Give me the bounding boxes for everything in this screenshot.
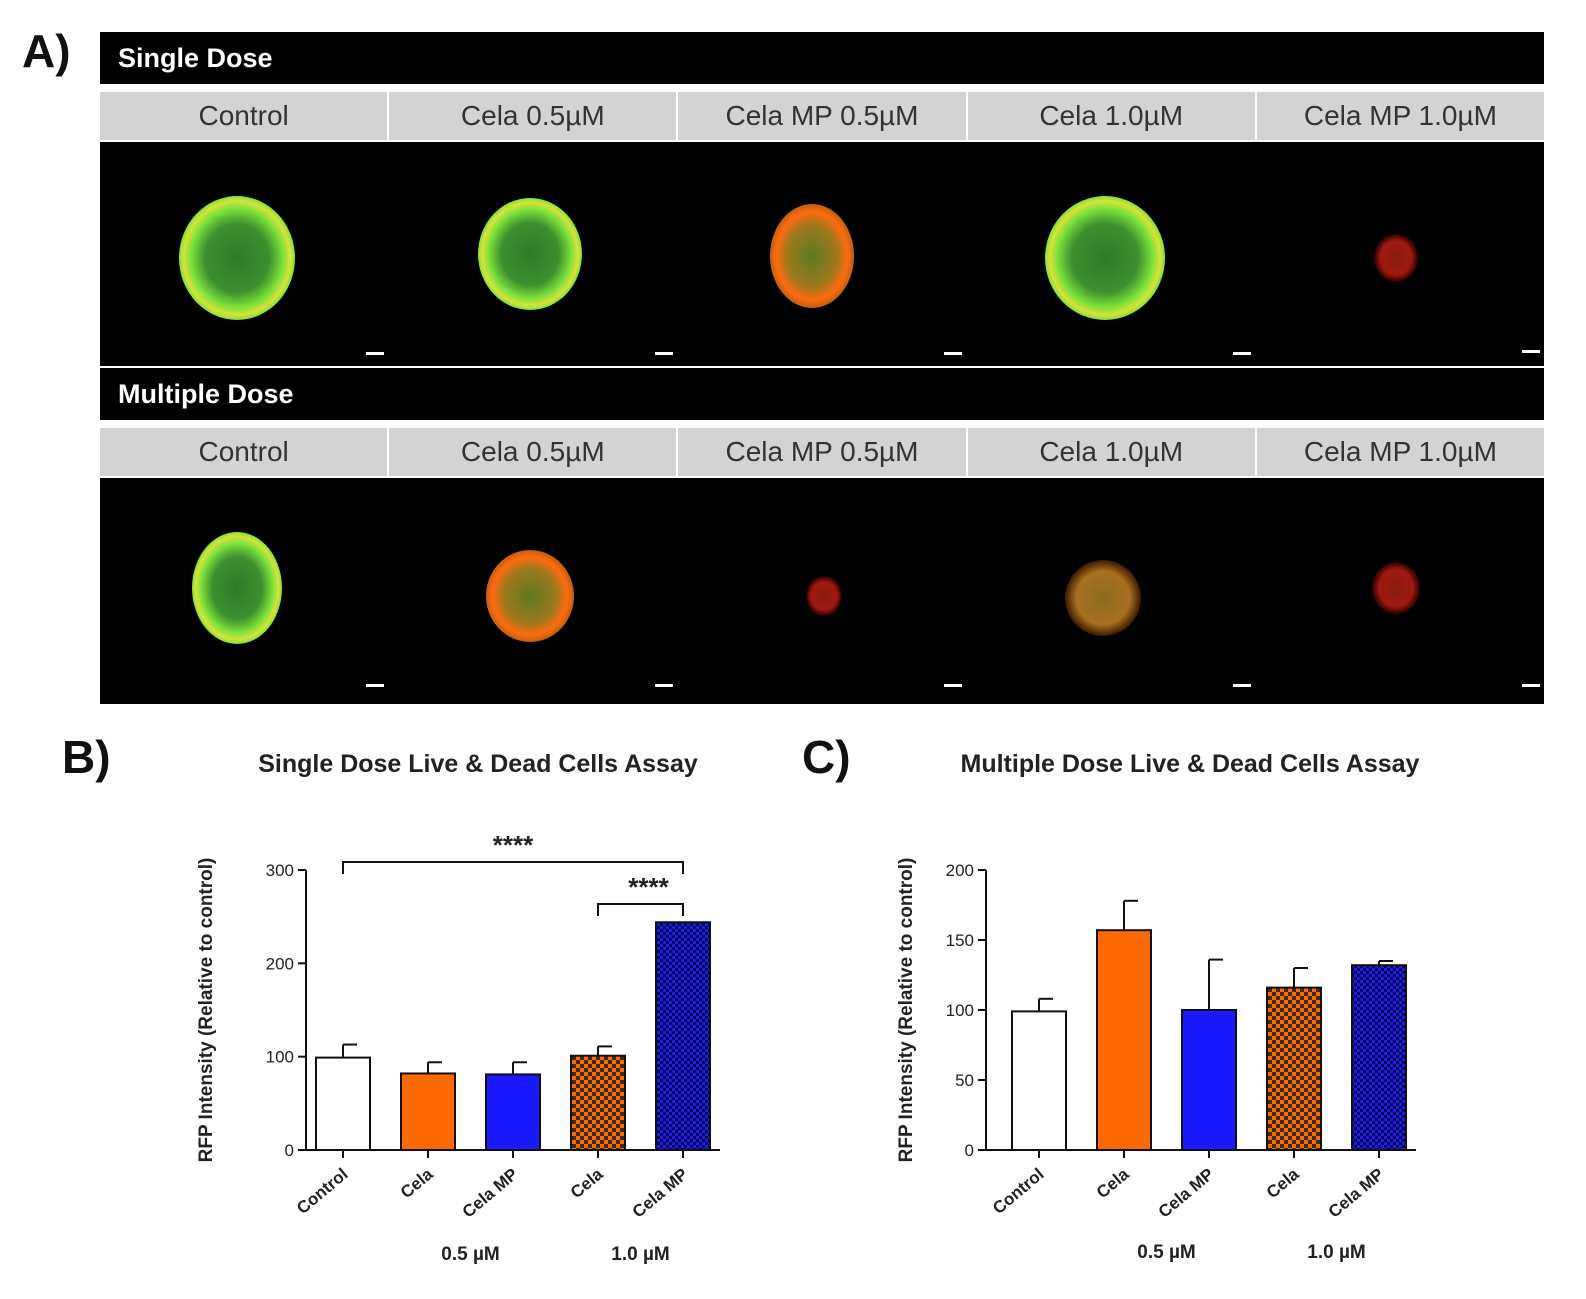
bar [570, 1054, 626, 1152]
x-tick-label: Cela MP [1155, 1165, 1218, 1222]
significance-bracket [342, 861, 684, 874]
x-tick-label: Control [293, 1165, 352, 1218]
multiple-dose-chart-svg: Multiple Dose Live & Dead Cells Assay 0 50… [896, 750, 1420, 1263]
x-tick-label: Cela [1093, 1164, 1133, 1202]
multiple-dose-band: Multiple Dose [100, 368, 1544, 420]
multiple-col-header: Cela MP 1.0µM [1256, 428, 1545, 476]
x-tick-label: Control [989, 1165, 1048, 1218]
bar [315, 1056, 371, 1152]
single-col-header: Cela 1.0µM [967, 92, 1257, 140]
y-tick-label: 50 [955, 1071, 974, 1090]
y-axis-label: RFP Intensity (Relative to control) [896, 858, 917, 1163]
y-tick-label: 100 [266, 1048, 294, 1067]
multiple-dose-title: Multiple Dose [118, 379, 294, 409]
y-tick-label: 100 [946, 1001, 974, 1020]
bar [1181, 1009, 1237, 1151]
scale-bar [944, 352, 962, 355]
bar [655, 921, 711, 1151]
single-dose-header-row: Control Cela 0.5µM Cela MP 0.5µM Cela 1.… [100, 92, 1545, 140]
chart-title: Multiple Dose Live & Dead Cells Assay [961, 750, 1420, 778]
x-tick-label: Cela [567, 1164, 607, 1202]
single-dose-micrographs [179, 196, 1540, 355]
multiple-dose-image-strip [100, 478, 1544, 704]
scale-bar [366, 352, 384, 355]
scale-bar [655, 684, 673, 687]
scale-bar [1233, 352, 1251, 355]
multiple-dose-header-row: Control Cela 0.5µM Cela MP 0.5µM Cela 1.… [100, 428, 1545, 476]
single-col-header: Cela MP 0.5µM [678, 92, 968, 140]
spheroid [1374, 234, 1418, 282]
scale-bar [1522, 684, 1540, 687]
single-col-header: Control [100, 92, 390, 140]
x-tick-label: Cela MP [1325, 1165, 1388, 1222]
x-tick-label: Cela [397, 1164, 437, 1202]
scale-bar [366, 684, 384, 687]
spheroid [179, 196, 295, 320]
concentration-label: 1.0 µM [1307, 1242, 1365, 1263]
spheroid [486, 550, 574, 642]
x-tick-label: Cela MP [459, 1165, 522, 1222]
bar [1351, 964, 1407, 1151]
multiple-dose-chart: Multiple Dose Live & Dead Cells Assay 0 50… [880, 740, 1460, 1280]
single-dose-image-strip [100, 142, 1544, 366]
y-tick-label: 0 [965, 1141, 974, 1160]
bar [485, 1073, 541, 1151]
multiple-col-header: Cela 0.5µM [389, 428, 679, 476]
single-col-header: Cela 0.5µM [389, 92, 679, 140]
chart-title: Single Dose Live & Dead Cells Assay [258, 750, 698, 778]
y-tick-label: 200 [946, 861, 974, 880]
significance-bracket [597, 903, 684, 916]
spheroid [806, 576, 842, 616]
spheroid [1045, 196, 1165, 320]
single-col-header: Cela MP 1.0µM [1256, 92, 1545, 140]
bar [1011, 1010, 1067, 1151]
y-tick-label: 300 [266, 861, 294, 880]
x-tick-label: Cela MP [629, 1165, 692, 1222]
multiple-col-header: Control [100, 428, 390, 476]
single-dose-chart-svg: Single Dose Live & Dead Cells Assay 0 100 2… [196, 750, 720, 1265]
significance-label: **** [493, 830, 534, 860]
multiple-col-header: Cela 1.0µM [967, 428, 1257, 476]
panel-c-label: C) [802, 731, 851, 783]
scale-bar [1522, 350, 1540, 353]
concentration-label: 0.5 µM [441, 1244, 499, 1265]
x-tick-label: Cela [1263, 1164, 1303, 1202]
spheroid [1372, 562, 1420, 614]
multiple-dose-micrographs [192, 532, 1540, 687]
significance-label: **** [628, 872, 669, 902]
panel-a-label: A) [22, 25, 71, 77]
y-tick-label: 200 [266, 954, 294, 973]
single-dose-chart: Single Dose Live & Dead Cells Assay 0 100 2… [180, 740, 760, 1280]
scale-bar [1233, 684, 1251, 687]
spheroid [478, 198, 582, 310]
panel-b-label: B) [62, 731, 111, 783]
bar [1096, 929, 1152, 1151]
spheroid [1065, 560, 1141, 636]
scale-bar [944, 684, 962, 687]
single-dose-title: Single Dose [118, 43, 273, 73]
scale-bar [655, 352, 673, 355]
spheroid [770, 204, 854, 308]
y-tick-label: 150 [946, 931, 974, 950]
bar [400, 1072, 456, 1152]
y-tick-label: 0 [285, 1141, 294, 1160]
spheroid [192, 532, 282, 644]
single-dose-band: Single Dose [100, 32, 1544, 84]
concentration-label: 0.5 µM [1137, 1242, 1195, 1263]
concentration-label: 1.0 µM [611, 1244, 669, 1265]
bar [1266, 986, 1322, 1151]
y-axis-label: RFP Intensity (Relative to control) [196, 858, 217, 1163]
multiple-col-header: Cela MP 0.5µM [678, 428, 968, 476]
